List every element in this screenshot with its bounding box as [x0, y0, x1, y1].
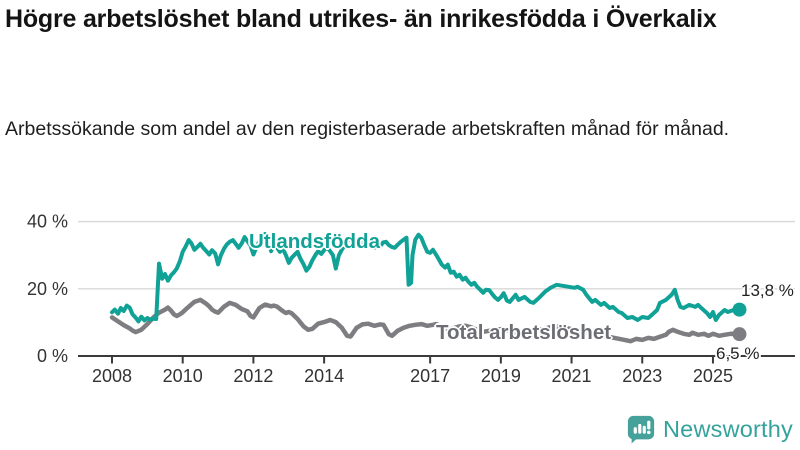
- series-label-utlandsfodda: Utlandsfödda: [249, 230, 380, 253]
- x-tick-label-2019: 2019: [481, 366, 521, 386]
- newsworthy-logo: Newsworthy: [626, 414, 793, 444]
- chart-subtitle: Arbetssökande som andel av den registerb…: [5, 118, 730, 140]
- y-tick-label-20: 20 %: [27, 279, 68, 299]
- x-tick-label-2014: 2014: [304, 366, 344, 386]
- y-tick-label-0: 0 %: [37, 346, 68, 366]
- chart-title: Högre arbetslöshet bland utrikes- än inr…: [5, 5, 717, 33]
- y-tick-label-40: 40 %: [27, 212, 68, 232]
- brand-name: Newsworthy: [663, 415, 793, 442]
- x-tick-label-2025: 2025: [693, 366, 733, 386]
- series-end-dot-Utlandsfödda: [732, 302, 747, 317]
- newsworthy-chart-bubble-icon: [627, 415, 655, 444]
- x-tick-label-2021: 2021: [552, 366, 592, 386]
- series-line-Utlandsfödda: [110, 232, 742, 324]
- end-value-utlandsfodda: 13,8 %: [741, 281, 794, 300]
- x-tick-label-2023: 2023: [622, 366, 662, 386]
- x-tick-label-2017: 2017: [410, 366, 450, 386]
- x-tick-label-2008: 2008: [92, 366, 132, 386]
- series-line-Total arbetslöshet: [109, 297, 742, 344]
- series-label-total-arbetsloshet: Total arbetslöshet: [436, 321, 612, 344]
- end-value-total: 6,5 %: [716, 344, 760, 363]
- x-tick-label-2010: 2010: [163, 366, 203, 386]
- x-tick-label-2012: 2012: [233, 366, 273, 386]
- series-end-dot-Total arbetslöshet: [732, 327, 747, 342]
